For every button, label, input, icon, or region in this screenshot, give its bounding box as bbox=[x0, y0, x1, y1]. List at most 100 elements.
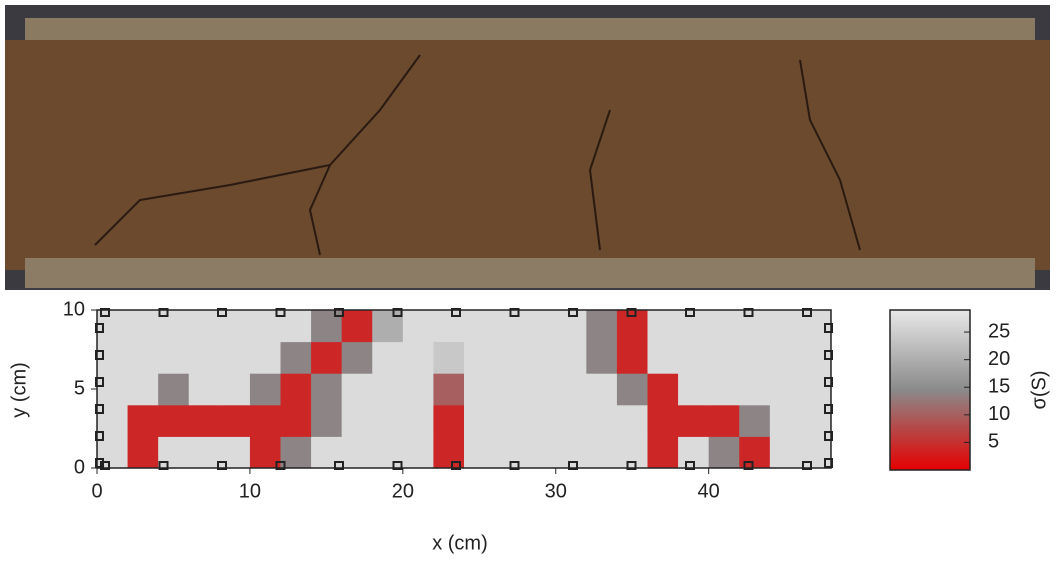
heatmap-cell bbox=[219, 404, 251, 437]
electrode bbox=[626, 461, 637, 470]
heatmap-cell bbox=[127, 310, 159, 343]
heatmap-cell bbox=[219, 341, 251, 374]
heatmap-cell bbox=[158, 310, 190, 343]
colorbar-label: σ(S) bbox=[1028, 370, 1050, 409]
heatmap-cell bbox=[708, 404, 740, 437]
heatmap-cell bbox=[311, 310, 343, 343]
heatmap-cell bbox=[127, 436, 159, 469]
electrode bbox=[824, 350, 833, 360]
photo-frame bbox=[25, 18, 1035, 40]
colorbar-tick-label: 20 bbox=[988, 348, 1010, 370]
photo-crack bbox=[94, 54, 861, 256]
heatmap-cell bbox=[739, 373, 771, 406]
electrode bbox=[824, 404, 833, 414]
electrode bbox=[100, 308, 110, 317]
heatmap-cell bbox=[372, 341, 404, 374]
heatmap-cell bbox=[433, 341, 465, 374]
electrode bbox=[334, 308, 344, 317]
heatmap-cell bbox=[280, 310, 312, 343]
heatmap-cell bbox=[402, 436, 434, 469]
colorbar-tick-label: 10 bbox=[988, 403, 1010, 425]
x-tick-label: 30 bbox=[545, 480, 567, 502]
heatmap-cell bbox=[769, 404, 801, 437]
heatmap-cell bbox=[372, 310, 404, 343]
heatmap-cell bbox=[341, 436, 373, 469]
heatmap-cell bbox=[678, 373, 710, 406]
heatmap-cell bbox=[341, 310, 373, 343]
heatmap-cell bbox=[188, 310, 220, 343]
electrode bbox=[392, 461, 403, 470]
electrode bbox=[568, 461, 578, 470]
x-tick-label: 20 bbox=[392, 480, 414, 502]
electrode bbox=[95, 377, 104, 387]
heatmap-cell bbox=[555, 436, 587, 469]
heatmap-cell bbox=[800, 341, 832, 374]
heatmap-cell bbox=[249, 341, 281, 374]
electrode bbox=[509, 461, 520, 470]
heatmap-cell bbox=[158, 404, 190, 437]
heatmap-cell bbox=[647, 404, 679, 437]
electrode bbox=[95, 431, 104, 441]
colorbar bbox=[889, 309, 971, 471]
heatmap-cell bbox=[525, 373, 557, 406]
photo-frame bbox=[25, 258, 1035, 288]
x-tick-label: 0 bbox=[91, 480, 102, 502]
x-tick-label: 40 bbox=[698, 480, 720, 502]
heatmap-cell bbox=[647, 436, 679, 469]
electrode bbox=[334, 461, 344, 470]
electrode bbox=[217, 308, 227, 317]
heatmap-cell bbox=[616, 404, 648, 437]
electrode bbox=[451, 461, 461, 470]
heatmap-cell bbox=[402, 341, 434, 374]
electrode bbox=[451, 308, 461, 317]
heatmap-cell bbox=[188, 404, 220, 437]
electrode bbox=[685, 308, 695, 317]
heatmap-cell bbox=[372, 436, 404, 469]
heatmap-cell bbox=[555, 373, 587, 406]
heatmap-cell bbox=[188, 341, 220, 374]
heatmap-cell bbox=[616, 373, 648, 406]
heatmap-cell bbox=[494, 341, 526, 374]
colorbar-tick-label: 25 bbox=[988, 320, 1010, 342]
heatmap-cell bbox=[586, 436, 618, 469]
electrode bbox=[802, 461, 812, 470]
electrode bbox=[158, 308, 169, 317]
heatmap-cell bbox=[219, 373, 251, 406]
electrode bbox=[100, 461, 110, 470]
heatmap-cell bbox=[647, 373, 679, 406]
heatmap-cell bbox=[769, 436, 801, 469]
photo bbox=[5, 5, 1050, 290]
heatmap-cell bbox=[800, 436, 832, 469]
heatmap-cell bbox=[739, 404, 771, 437]
heatmap-cell bbox=[525, 404, 557, 437]
heatmap-cell bbox=[280, 341, 312, 374]
heatmap-cell bbox=[97, 341, 129, 374]
heatmap-cell bbox=[708, 341, 740, 374]
electrode bbox=[743, 461, 754, 470]
heatmap-cell bbox=[127, 373, 159, 406]
heatmap-cell bbox=[188, 373, 220, 406]
electrode bbox=[275, 308, 286, 317]
colorbar-tick-label: 5 bbox=[988, 431, 999, 453]
heatmap-cell bbox=[464, 436, 496, 469]
heatmap-cell bbox=[678, 404, 710, 437]
heatmap-cell bbox=[708, 310, 740, 343]
heatmap-cell bbox=[433, 373, 465, 406]
heatmap-cell bbox=[647, 341, 679, 374]
electrode bbox=[95, 458, 104, 468]
heatmap-cell bbox=[372, 404, 404, 437]
heatmap-cell bbox=[525, 436, 557, 469]
heatmap-cell bbox=[127, 341, 159, 374]
heatmap-cell bbox=[555, 341, 587, 374]
heatmap-cell bbox=[433, 404, 465, 437]
heatmap-cell bbox=[249, 373, 281, 406]
heatmap-cell bbox=[311, 373, 343, 406]
heatmap-cell bbox=[219, 310, 251, 343]
heatmap-cell bbox=[464, 341, 496, 374]
heatmap-cell bbox=[555, 310, 587, 343]
heatmap-cell bbox=[525, 310, 557, 343]
electrode bbox=[95, 404, 104, 414]
y-tick-label: 0 bbox=[74, 456, 85, 478]
electrode bbox=[568, 308, 578, 317]
electrode bbox=[685, 461, 695, 470]
